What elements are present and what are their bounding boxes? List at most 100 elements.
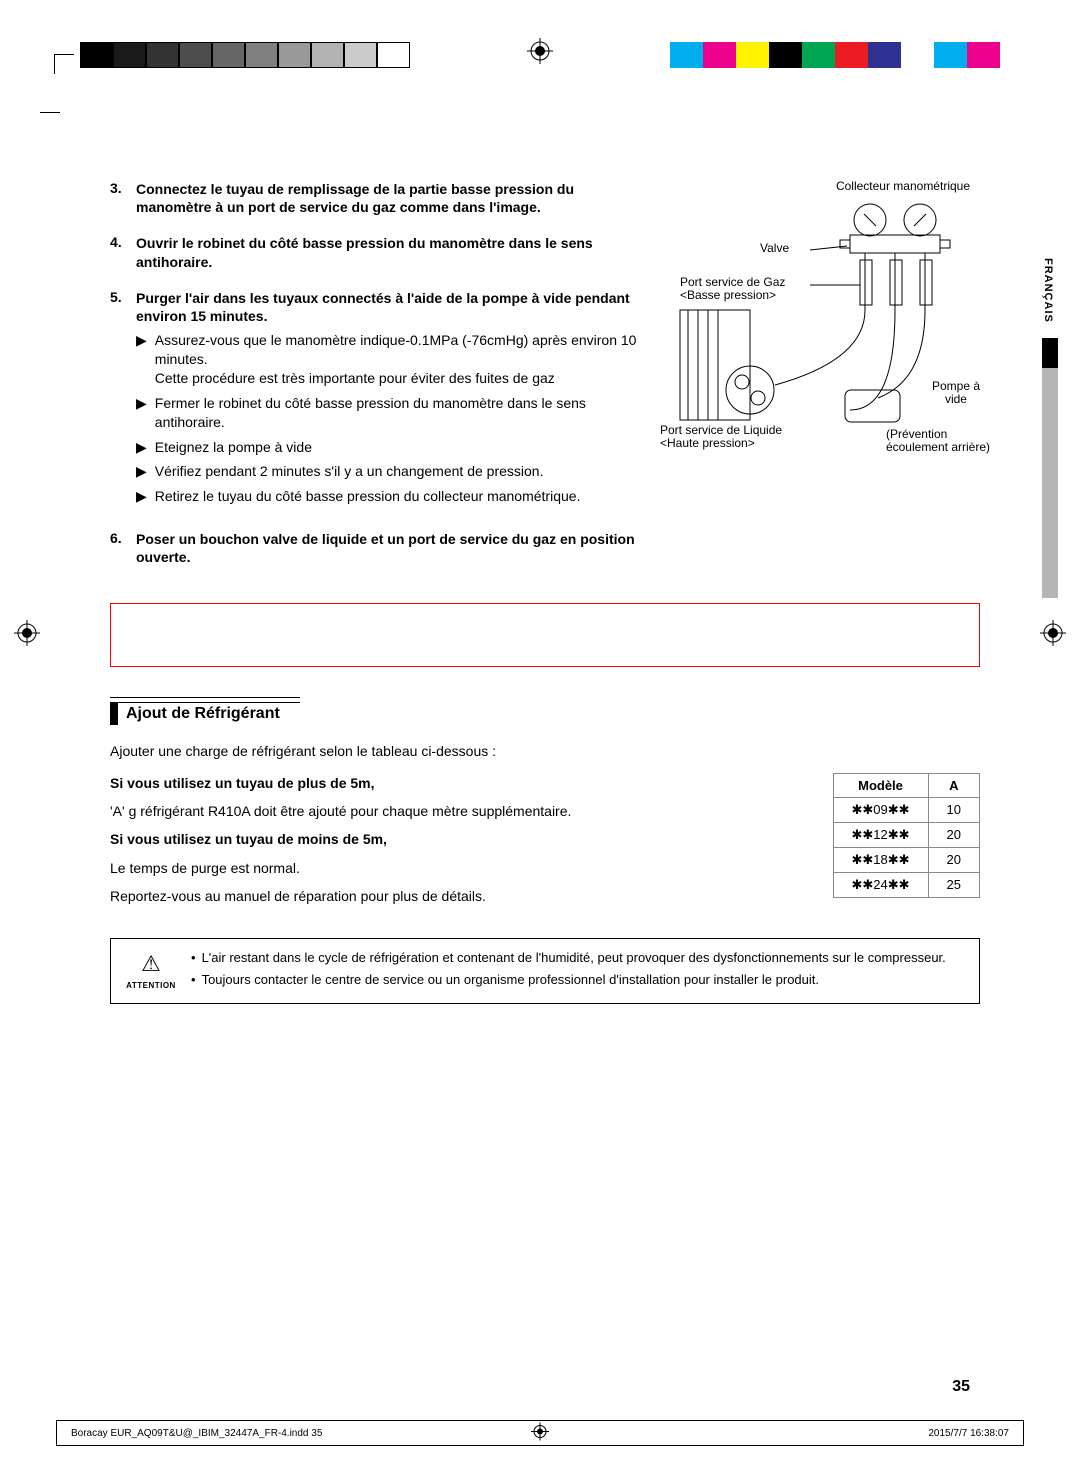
attention-icon: ⚠ ATTENTION [123, 949, 179, 993]
grayscale-swatch [80, 42, 113, 68]
label-pump: Pompe à vide [932, 380, 980, 406]
label-prevention: (Prévention écoulement arrière) [886, 428, 990, 454]
refrig-h2: Si vous utilisez un tuyau de moins de 5m… [110, 829, 813, 849]
section-heading: Ajout de Réfrigérant [110, 702, 300, 725]
grayscale-swatch [278, 42, 311, 68]
attention-caption: ATTENTION [126, 980, 176, 991]
tab-grey-region [1042, 338, 1058, 598]
label-collector: Collecteur manométrique [836, 180, 970, 193]
substep-list: ▶Assurez-vous que le manomètre indique-0… [136, 331, 648, 506]
model-table: Modèle A ✱✱09✱✱10✱✱12✱✱20✱✱18✱✱20✱✱24✱✱2… [833, 773, 981, 898]
cell-a: 20 [928, 847, 979, 872]
crop-mark [54, 54, 74, 74]
cell-a: 10 [928, 797, 979, 822]
page-number: 35 [952, 1378, 970, 1396]
step-text: Purger l'air dans les tuyaux connectés à… [136, 289, 648, 325]
page-content: 3.Connectez le tuyau de remplissage de l… [110, 180, 980, 1004]
refrig-text-block: Si vous utilisez un tuyau de plus de 5m,… [110, 773, 813, 914]
substep-item: ▶Fermer le robinet du côté basse pressio… [136, 394, 648, 432]
refrig-p2: Le temps de purge est normal. [110, 858, 813, 878]
cell-a: 25 [928, 872, 979, 897]
cell-model: ✱✱18✱✱ [833, 847, 928, 872]
color-swatch [835, 42, 868, 68]
section-rule [110, 697, 300, 698]
grayscale-swatch [311, 42, 344, 68]
table-row: ✱✱12✱✱20 [833, 822, 980, 847]
triangle-bullet-icon: ▶ [136, 394, 147, 432]
tab-black-region [1042, 338, 1058, 368]
color-swatch [736, 42, 769, 68]
grayscale-swatch [179, 42, 212, 68]
color-swatch [901, 42, 934, 68]
step-number: 3. [110, 180, 136, 216]
step-number: 6. [110, 530, 136, 566]
attention-text: Toujours contacter le centre de service … [202, 971, 819, 989]
grayscale-swatch [344, 42, 377, 68]
triangle-bullet-icon: ▶ [136, 331, 147, 388]
substep-text: Retirez le tuyau du côté basse pression … [155, 487, 581, 506]
substep-item: ▶ Vérifiez pendant 2 minutes s'il y a un … [136, 462, 648, 481]
table-row: ✱✱18✱✱20 [833, 847, 980, 872]
color-swatch [703, 42, 736, 68]
table-row: ✱✱24✱✱25 [833, 872, 980, 897]
cell-model: ✱✱24✱✱ [833, 872, 928, 897]
color-swatch [802, 42, 835, 68]
step-text: Ouvrir le robinet du côté basse pression… [136, 234, 648, 270]
grayscale-swatch [212, 42, 245, 68]
printer-marks-top [0, 18, 1080, 68]
step-item: 4.Ouvrir le robinet du côté basse pressi… [110, 234, 648, 270]
bullet-icon: • [191, 949, 196, 967]
language-tab: FRANÇAIS [1034, 258, 1058, 618]
color-swatch [934, 42, 967, 68]
table-row: ✱✱09✱✱10 [833, 797, 980, 822]
footer-bar: Boracay EUR_AQ09T&U@_IBIM_32447A_FR-4.in… [56, 1420, 1024, 1446]
step-text: Poser un bouchon valve de liquide et un … [136, 530, 648, 566]
registration-mark-right [1040, 620, 1066, 649]
footer-filename: Boracay EUR_AQ09T&U@_IBIM_32447A_FR-4.in… [71, 1428, 322, 1439]
step-item: 5.Purger l'air dans les tuyaux connectés… [110, 289, 648, 513]
heading-text: Ajout de Réfrigérant [126, 705, 280, 723]
triangle-bullet-icon: ▶ [136, 487, 147, 506]
color-swatch [967, 42, 1000, 68]
bullet-icon: • [191, 971, 196, 989]
substep-item: ▶ Retirez le tuyau du côté basse pression… [136, 487, 648, 506]
attention-text: L'air restant dans le cycle de réfrigéra… [202, 949, 946, 967]
grayscale-bars [80, 42, 410, 68]
refrig-h1: Si vous utilisez un tuyau de plus de 5m, [110, 773, 813, 793]
crop-tick [40, 112, 60, 113]
footer-timestamp: 2015/7/7 16:38:07 [928, 1428, 1009, 1439]
cell-a: 20 [928, 822, 979, 847]
label-liquid-port: Port service de Liquide <Haute pression> [660, 424, 782, 450]
instruction-list: 3.Connectez le tuyau de remplissage de l… [110, 180, 648, 585]
registration-mark-top [527, 38, 553, 67]
color-bars [670, 42, 1000, 68]
attention-list: • L'air restant dans le cycle de réfrigér… [191, 949, 967, 993]
grayscale-swatch [377, 42, 410, 68]
substep-text: Eteignez la pompe à vide [155, 438, 312, 457]
triangle-bullet-icon: ▶ [136, 462, 147, 481]
registration-mark-footer [531, 1423, 549, 1444]
substep-item: ▶ Eteignez la pompe à vide [136, 438, 648, 457]
language-label: FRANÇAIS [1042, 258, 1054, 323]
step-item: 6.Poser un bouchon valve de liquide et u… [110, 530, 648, 566]
heading-bar [110, 703, 118, 725]
label-valve: Valve [760, 242, 789, 255]
step-text: Connectez le tuyau de remplissage de la … [136, 180, 648, 216]
th-model: Modèle [833, 773, 928, 797]
substep-text: Fermer le robinet du côté basse pression… [155, 394, 648, 432]
registration-mark-left [14, 620, 40, 649]
attention-box: ⚠ ATTENTION • L'air restant dans le cycle… [110, 938, 980, 1004]
step-number: 5. [110, 289, 136, 325]
substep-text: Vérifiez pendant 2 minutes s'il y a un c… [155, 462, 544, 481]
substep-text: Assurez-vous que le manomètre indique-0.… [155, 331, 648, 388]
color-swatch [868, 42, 901, 68]
refrig-p1: 'A' g réfrigérant R410A doit être ajouté… [110, 801, 813, 821]
label-gas-port: Port service de Gaz <Basse pression> [680, 276, 785, 302]
refrig-intro: Ajouter une charge de réfrigérant selon … [110, 743, 980, 759]
warning-icon: ⚠ [141, 949, 161, 980]
manifold-diagram: Collecteur manométrique [660, 180, 980, 470]
triangle-bullet-icon: ▶ [136, 438, 147, 457]
cell-model: ✱✱09✱✱ [833, 797, 928, 822]
grayscale-swatch [113, 42, 146, 68]
th-a: A [928, 773, 979, 797]
